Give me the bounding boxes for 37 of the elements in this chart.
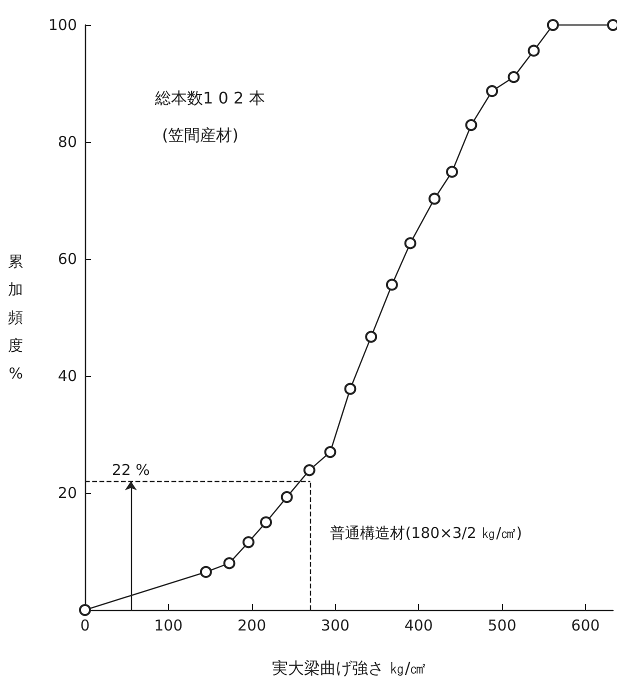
x-tick-label: 500 [488, 616, 516, 634]
point [79, 604, 91, 616]
point [404, 237, 416, 250]
x-axis-title: 実大梁曲げ強さ ㎏/㎠ [272, 658, 426, 678]
y-tick-label: 100 [48, 16, 77, 34]
point [465, 119, 478, 132]
x-tick-label: 0 [80, 616, 90, 634]
annotation: 総本数1 0 2 本 [154, 88, 265, 108]
point [242, 536, 254, 548]
point [508, 71, 520, 84]
y-tick-label: 80 [58, 133, 77, 151]
point [428, 192, 440, 205]
ref-line-label: 普通構造材(180×3/2 ㎏/㎠) [330, 524, 522, 542]
point [486, 85, 498, 98]
point [446, 166, 458, 178]
y-tick-label: 40 [58, 367, 77, 385]
point [200, 566, 212, 578]
x-tick-label: 200 [238, 616, 266, 634]
annotation: 22 % [112, 460, 150, 479]
point [260, 516, 272, 528]
x-tick-label: 400 [404, 616, 433, 634]
point [528, 44, 540, 57]
point [303, 464, 316, 476]
point [223, 557, 236, 570]
x-tick-label: 300 [320, 616, 350, 634]
y-tick-label: 20 [58, 484, 77, 502]
point [365, 330, 378, 343]
x-tick-label: 600 [571, 616, 600, 634]
y-axis-title: 累加頻度 % [8, 252, 23, 382]
point [324, 446, 336, 458]
point [280, 491, 293, 504]
point [546, 19, 559, 31]
annotation: (笠間産材) [162, 126, 238, 144]
x-tick-label: 100 [154, 616, 183, 634]
point [344, 382, 356, 395]
y-tick-label: 60 [58, 250, 77, 268]
point [386, 278, 398, 291]
